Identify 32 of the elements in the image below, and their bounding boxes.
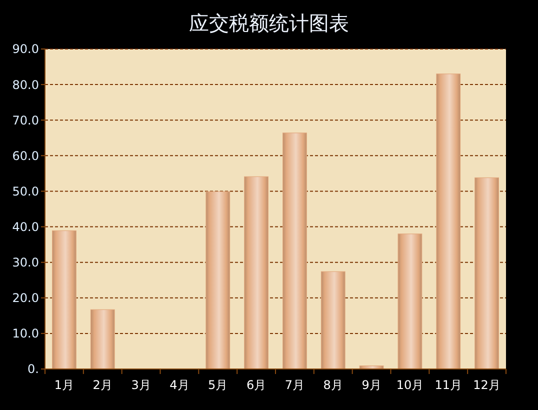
bar (206, 191, 230, 370)
y-tick-label: 60.0 (12, 148, 39, 163)
x-tick-label: 11月 (434, 378, 462, 392)
y-tick-label: 70.0 (12, 113, 39, 128)
x-tick-label: 12月 (473, 378, 500, 392)
x-tick-label: 6月 (246, 378, 266, 392)
x-tick-label: 8月 (323, 378, 343, 392)
x-tick-label: 7月 (284, 378, 305, 392)
x-tick-label: 4月 (170, 378, 190, 392)
x-tick-label: 3月 (131, 378, 151, 392)
y-tick-label: 90.0 (12, 42, 39, 56)
y-tick-label: 10.0 (12, 326, 39, 341)
bar (398, 234, 422, 370)
x-tick-label: 1月 (54, 378, 74, 392)
x-tick-label: 2月 (92, 378, 112, 392)
x-tick-label: 5月 (208, 378, 228, 392)
chart-title: 应交税额统计图表 (189, 11, 349, 35)
y-tick-label: 0. (28, 362, 39, 376)
y-tick-label: 80.0 (12, 78, 39, 92)
bar (282, 132, 307, 370)
y-tick-label: 50.0 (12, 184, 39, 198)
y-tick-label: 20.0 (12, 291, 39, 306)
x-tick-label: 10月 (396, 378, 424, 392)
bar (244, 176, 268, 370)
x-tick-label: 9月 (362, 378, 382, 392)
y-tick-label: 30.0 (12, 256, 39, 270)
bar (474, 177, 499, 370)
bar (320, 271, 346, 370)
bar (52, 230, 76, 370)
bar (436, 74, 461, 370)
y-tick-label: 40.0 (12, 220, 39, 234)
bar (90, 309, 115, 370)
